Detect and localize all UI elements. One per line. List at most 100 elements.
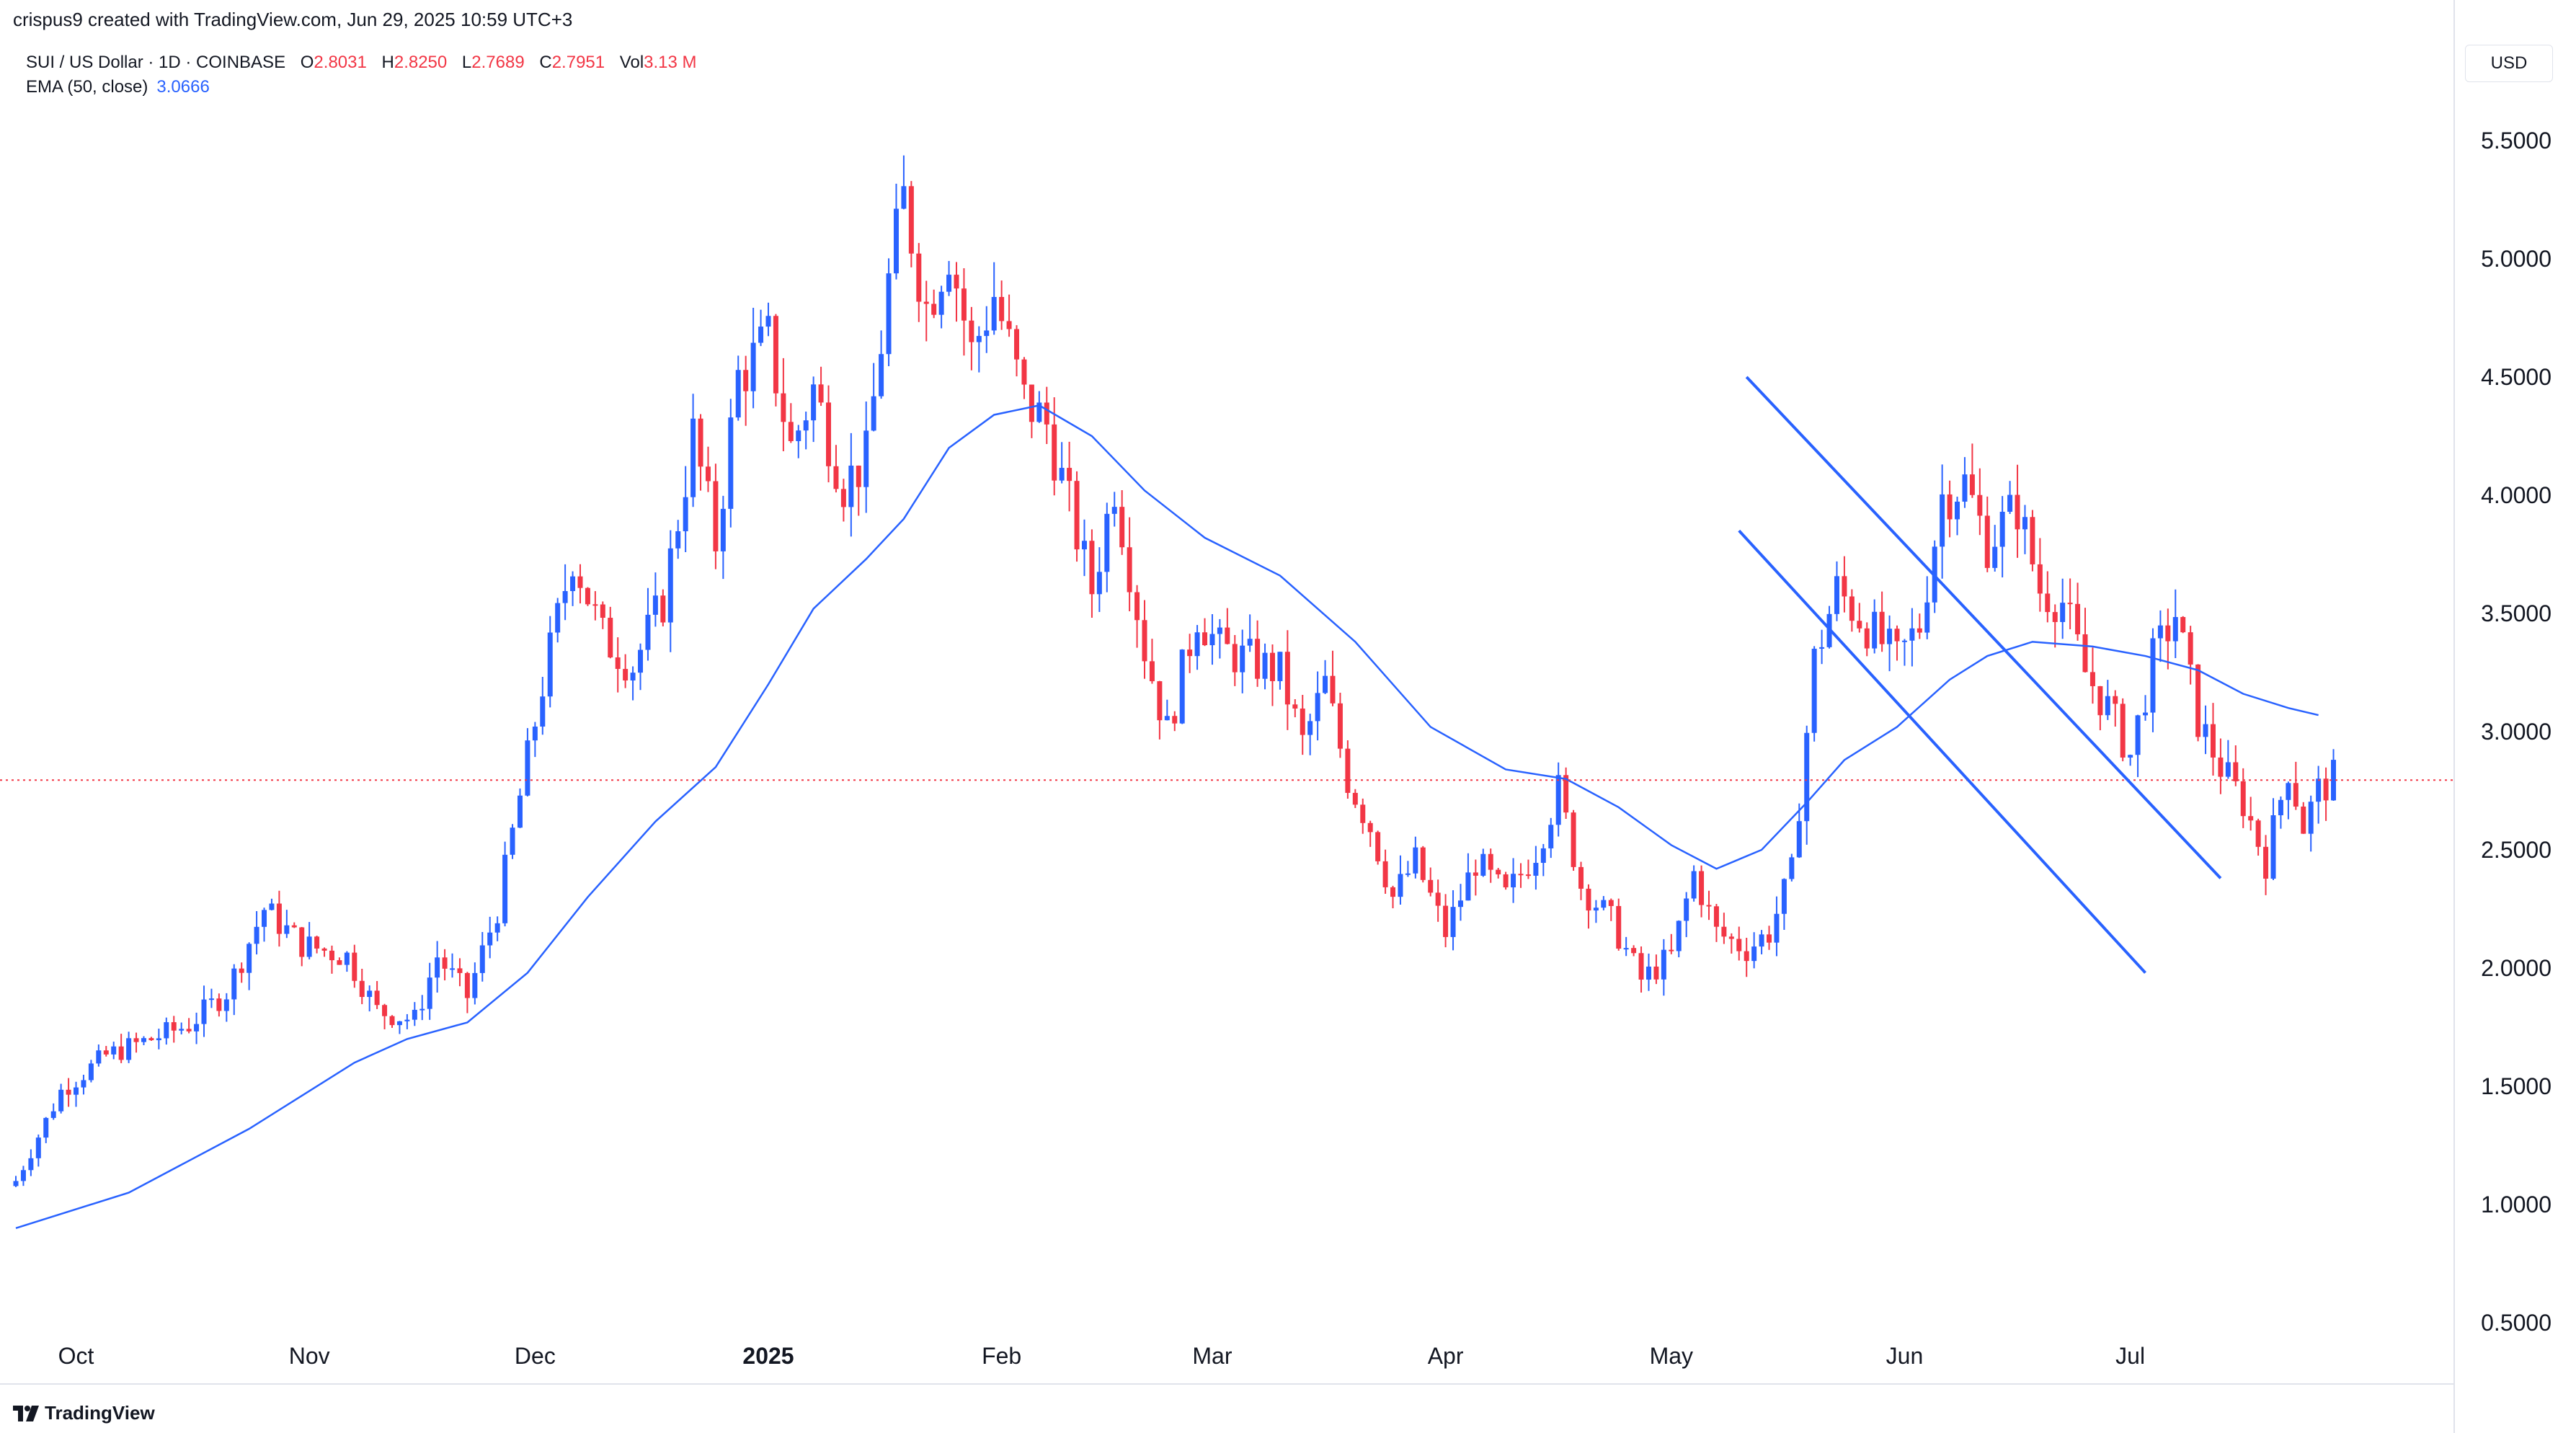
candle-body xyxy=(1006,321,1012,329)
candle-body xyxy=(2007,494,2013,512)
candle-body xyxy=(991,296,997,331)
candle-body xyxy=(1917,628,1922,633)
close-label: C xyxy=(539,53,552,72)
candle-body xyxy=(382,1005,388,1016)
candle-body xyxy=(638,649,644,673)
candle-body xyxy=(389,1016,395,1026)
price-tick-label: 0.5000 xyxy=(2481,1310,2551,1336)
candle-body xyxy=(2323,778,2329,801)
candle-body xyxy=(1593,908,1599,911)
candle-body xyxy=(1149,661,1155,682)
candle-body xyxy=(1375,832,1381,861)
high-value: 2.8250 xyxy=(394,53,448,72)
candle-body xyxy=(1405,873,1411,875)
price-tick-label: 2.5000 xyxy=(2481,837,2551,863)
candle-body xyxy=(803,420,809,431)
candle-body xyxy=(2195,664,2201,737)
candle-body xyxy=(404,1019,410,1021)
candle-body xyxy=(314,936,320,949)
candle-body xyxy=(2022,517,2028,530)
candle-body xyxy=(1796,821,1802,858)
candle-body xyxy=(517,795,523,828)
candle-body xyxy=(562,590,568,603)
candle-body xyxy=(675,531,681,549)
candle-body xyxy=(284,925,290,934)
candle-body xyxy=(164,1022,169,1039)
candle-body xyxy=(969,320,974,342)
candle-body xyxy=(1947,494,1953,520)
channel-layer xyxy=(1738,376,2222,974)
price-tick-label: 4.5000 xyxy=(2481,364,2551,390)
symbol-title[interactable]: SUI / US Dollar · 1D · COINBASE xyxy=(26,53,286,72)
candle-body xyxy=(1962,474,1968,502)
candle-body xyxy=(1096,572,1102,595)
candle-body xyxy=(2082,634,2088,673)
candle-body xyxy=(479,945,485,973)
candle-body xyxy=(1849,596,1855,621)
candle-body xyxy=(1804,732,1810,822)
candle-body xyxy=(2278,799,2283,816)
candle-body xyxy=(667,548,673,623)
price-tick-label: 4.0000 xyxy=(2481,482,2551,508)
candle-body xyxy=(1864,628,1870,649)
close-value: 2.7951 xyxy=(551,53,605,72)
candle-body xyxy=(796,430,801,441)
candle-body xyxy=(547,632,553,697)
candle-body xyxy=(2210,724,2216,758)
candle-body xyxy=(179,1029,185,1031)
candle-body xyxy=(1307,721,1313,735)
candle-body xyxy=(171,1022,177,1031)
candle-body xyxy=(1457,900,1463,908)
candle-body xyxy=(788,422,794,441)
candle-body xyxy=(856,465,861,487)
candle-body xyxy=(1879,611,1885,644)
candle-body xyxy=(103,1050,109,1055)
candle-body xyxy=(1277,652,1283,681)
candle-body xyxy=(690,418,696,497)
candle-body xyxy=(2052,612,2058,622)
candle-body xyxy=(450,968,456,970)
candle-body xyxy=(818,384,824,403)
time-axis: Oct Nov Dec 2025 Feb Mar Apr May Jun Jul xyxy=(58,1343,2145,1369)
candle-body xyxy=(50,1111,56,1118)
candle-body xyxy=(412,1009,417,1020)
candle-body xyxy=(1269,652,1275,681)
candle-body xyxy=(585,587,590,605)
time-tick-label: Jun xyxy=(1886,1343,1924,1369)
candle-body xyxy=(1367,822,1373,833)
candle-body xyxy=(2203,724,2208,737)
candle-body xyxy=(321,948,327,951)
candle-body xyxy=(713,481,719,551)
candle-body xyxy=(1345,748,1351,793)
candle-body xyxy=(1119,507,1125,548)
candle-body xyxy=(2263,846,2269,879)
time-tick-label: Oct xyxy=(58,1343,94,1369)
candle-body xyxy=(2293,783,2299,807)
candle-body xyxy=(954,275,959,289)
candle-body xyxy=(367,990,373,998)
candle-body xyxy=(359,980,365,998)
candle-body xyxy=(81,1080,86,1088)
candle-body xyxy=(216,998,222,1011)
candle-body xyxy=(1225,627,1230,644)
candles-layer xyxy=(13,155,2337,1187)
tradingview-logo[interactable]: TradingView xyxy=(13,1402,155,1424)
candle-body xyxy=(329,950,334,961)
candle-body xyxy=(1067,468,1072,482)
candle-body xyxy=(1901,640,1907,642)
candle-body xyxy=(156,1038,161,1041)
candle-body xyxy=(1601,900,1607,908)
candle-body xyxy=(306,936,312,957)
candle-body xyxy=(133,1038,139,1042)
candle-body xyxy=(254,926,259,944)
ema-label[interactable]: EMA (50, close) xyxy=(26,77,148,97)
currency-button[interactable]: USD xyxy=(2465,45,2553,82)
candle-body xyxy=(1533,863,1539,876)
candle-body xyxy=(464,972,470,998)
candle-body xyxy=(1142,620,1147,662)
candle-body xyxy=(2240,781,2246,817)
candle-body xyxy=(419,1008,425,1011)
candle-body xyxy=(1518,874,1524,876)
candle-body xyxy=(743,370,749,391)
